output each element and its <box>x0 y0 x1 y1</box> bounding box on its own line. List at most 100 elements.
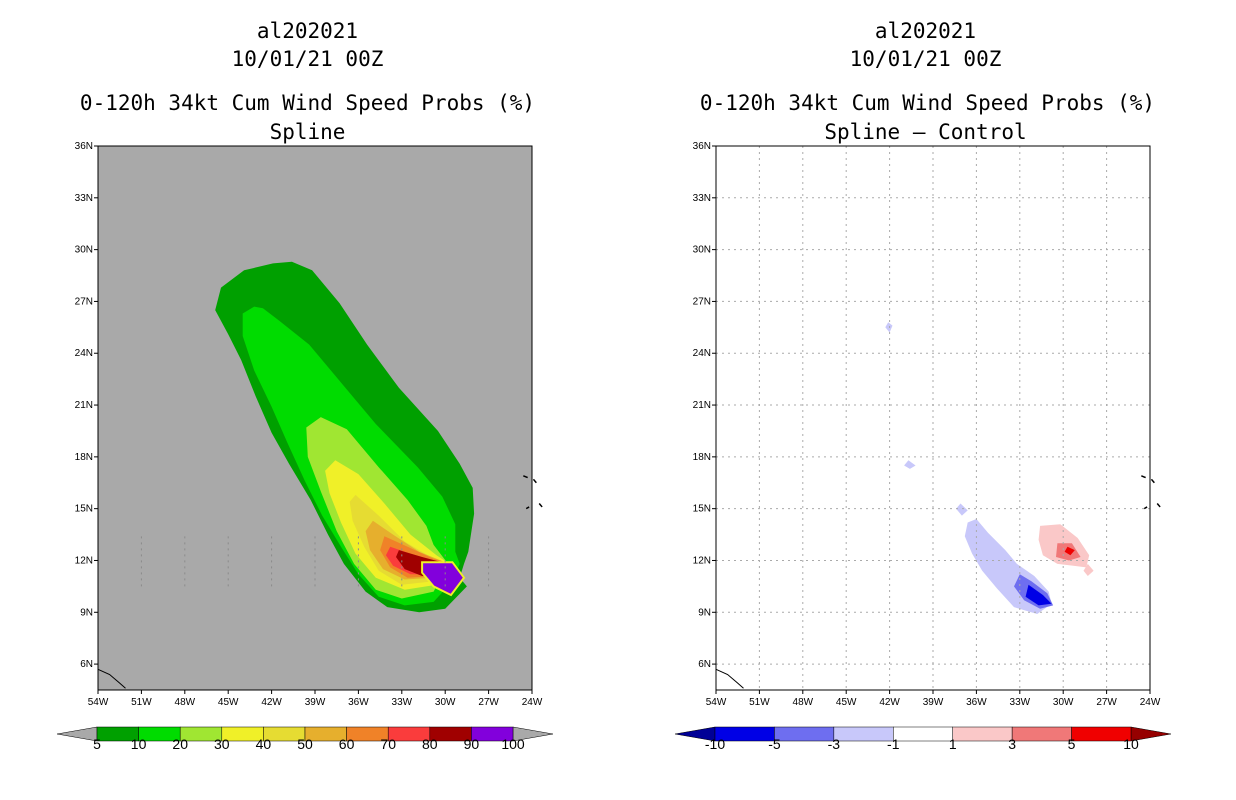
colorbar-label: 30 <box>214 736 230 752</box>
colorbar-under-triangle <box>56 726 98 742</box>
x-tick-label: 24W <box>1140 697 1161 708</box>
colorbar-label: 5 <box>93 736 101 752</box>
colorbar-label: 3 <box>1008 736 1016 752</box>
colorbar-swatch <box>774 726 835 742</box>
contour-level-1 <box>1083 563 1094 576</box>
contour-level--1 <box>904 460 916 469</box>
y-tick-label: 15N <box>75 504 93 515</box>
panel-1-plot: 54W 51W 48W 45W 42W 39W 36W 33W 30W 27W 24W 6N 9N 12N… <box>75 141 543 708</box>
y-tick-label: 27N <box>75 296 93 307</box>
colorbar-label: -1 <box>887 736 900 752</box>
contour-level--1 <box>956 503 968 516</box>
contour-level-5 <box>1064 546 1075 556</box>
colorbar-label: 50 <box>297 736 313 752</box>
right-storm-id: al202021 <box>874 19 977 43</box>
y-tick-label: 30N <box>693 245 711 256</box>
coastline <box>97 668 126 689</box>
colorbar-label: -10 <box>705 736 725 752</box>
x-tick-label: 36W <box>348 697 369 708</box>
colorbar-2: -10 -5 -3 -1 1 3 5 10 <box>674 726 1172 752</box>
x-tick-label: 42W <box>879 697 900 708</box>
colorbar-swatch <box>471 726 514 742</box>
y-tick-label: 6N <box>698 659 711 670</box>
colorbar-swatch <box>893 726 953 742</box>
colorbar-label: 70 <box>380 736 396 752</box>
colorbar-label: 10 <box>131 736 147 752</box>
y-tick-label: 6N <box>80 659 93 670</box>
y-tick-label: 9N <box>80 607 93 618</box>
x-tick-label: 42W <box>261 697 282 708</box>
colorbar-label: 1 <box>949 736 957 752</box>
island-outline <box>538 503 543 508</box>
island-outline <box>1156 503 1161 508</box>
colorbar-label: 80 <box>422 736 438 752</box>
left-product-title: 0-120h 34kt Cum Wind Speed Probs (%) <box>79 91 536 115</box>
left-datetime: 10/01/21 00Z <box>231 47 384 71</box>
colorbar-label: 60 <box>339 736 355 752</box>
colorbar-label: 90 <box>464 736 480 752</box>
y-tick-label: 15N <box>693 504 711 515</box>
x-tick-label: 48W <box>175 697 196 708</box>
x-tick-label: 54W <box>88 697 109 708</box>
y-tick-label: 9N <box>698 607 711 618</box>
y-tick-label: 21N <box>75 400 93 411</box>
x-tick-label: 27W <box>478 697 499 708</box>
y-tick-label: 12N <box>693 555 711 566</box>
right-product-title: 0-120h 34kt Cum Wind Speed Probs (%) <box>699 91 1156 115</box>
panel-2-plot: 54W 51W 48W 45W 42W 39W 36W 33W 30W 27W 24W 6N 9N 12N… <box>693 141 1161 708</box>
island-outline <box>523 475 528 479</box>
x-tick-label: 48W <box>793 697 814 708</box>
x-tick-label: 51W <box>131 697 152 708</box>
x-tick-label: 39W <box>305 697 326 708</box>
y-tick-label: 21N <box>693 400 711 411</box>
x-tick-label: 51W <box>749 697 770 708</box>
y-tick-label: 30N <box>75 245 93 256</box>
island-outline <box>525 506 530 510</box>
y-tick-label: 18N <box>693 452 711 463</box>
coastline <box>715 668 744 689</box>
left-storm-id: al202021 <box>256 19 359 43</box>
island-outline <box>1150 478 1155 484</box>
y-tick-label: 27N <box>693 296 711 307</box>
colorbar-label: 5 <box>1068 736 1076 752</box>
contour-level-90 <box>422 562 464 595</box>
y-tick-label: 33N <box>693 193 711 204</box>
island-outline <box>532 478 537 484</box>
x-tick-label: 33W <box>392 697 413 708</box>
contour-level--5 <box>1025 584 1052 606</box>
x-tick-label: 36W <box>966 697 987 708</box>
colorbar-label: -5 <box>768 736 781 752</box>
y-tick-label: 36N <box>75 141 93 152</box>
colorbar-1: 5 10 20 30 40 50 60 70 80 90 100 <box>56 726 554 752</box>
x-tick-label: 45W <box>218 697 239 708</box>
colorbar-label: 20 <box>172 736 188 752</box>
island-outline <box>1141 475 1146 479</box>
x-tick-label: 39W <box>923 697 944 708</box>
colorbar-label: -3 <box>828 736 841 752</box>
y-tick-label: 12N <box>75 555 93 566</box>
x-tick-label: 30W <box>435 697 456 708</box>
y-tick-label: 18N <box>75 452 93 463</box>
colorbar-swatch <box>1071 726 1132 742</box>
x-tick-label: 27W <box>1096 697 1117 708</box>
x-tick-label: 45W <box>836 697 857 708</box>
contour-level--1 <box>885 322 893 333</box>
colorbar-swatch <box>1011 726 1072 742</box>
y-tick-label: 36N <box>693 141 711 152</box>
right-datetime: 10/01/21 00Z <box>849 47 1002 71</box>
y-tick-label: 24N <box>693 348 711 359</box>
colorbar-label: 100 <box>501 736 525 752</box>
x-tick-label: 54W <box>706 697 727 708</box>
colorbar-swatch <box>952 726 1013 742</box>
colorbar-label: 10 <box>1123 736 1139 752</box>
right-subtitle: Spline – Control <box>824 120 1027 144</box>
island-outline <box>1143 506 1148 510</box>
colorbar-label: 40 <box>256 736 272 752</box>
x-tick-label: 30W <box>1053 697 1074 708</box>
y-tick-label: 33N <box>75 193 93 204</box>
x-tick-label: 24W <box>522 697 543 708</box>
x-tick-label: 33W <box>1010 697 1031 708</box>
colorbar-swatch <box>833 726 894 742</box>
left-subtitle: Spline <box>269 120 346 144</box>
